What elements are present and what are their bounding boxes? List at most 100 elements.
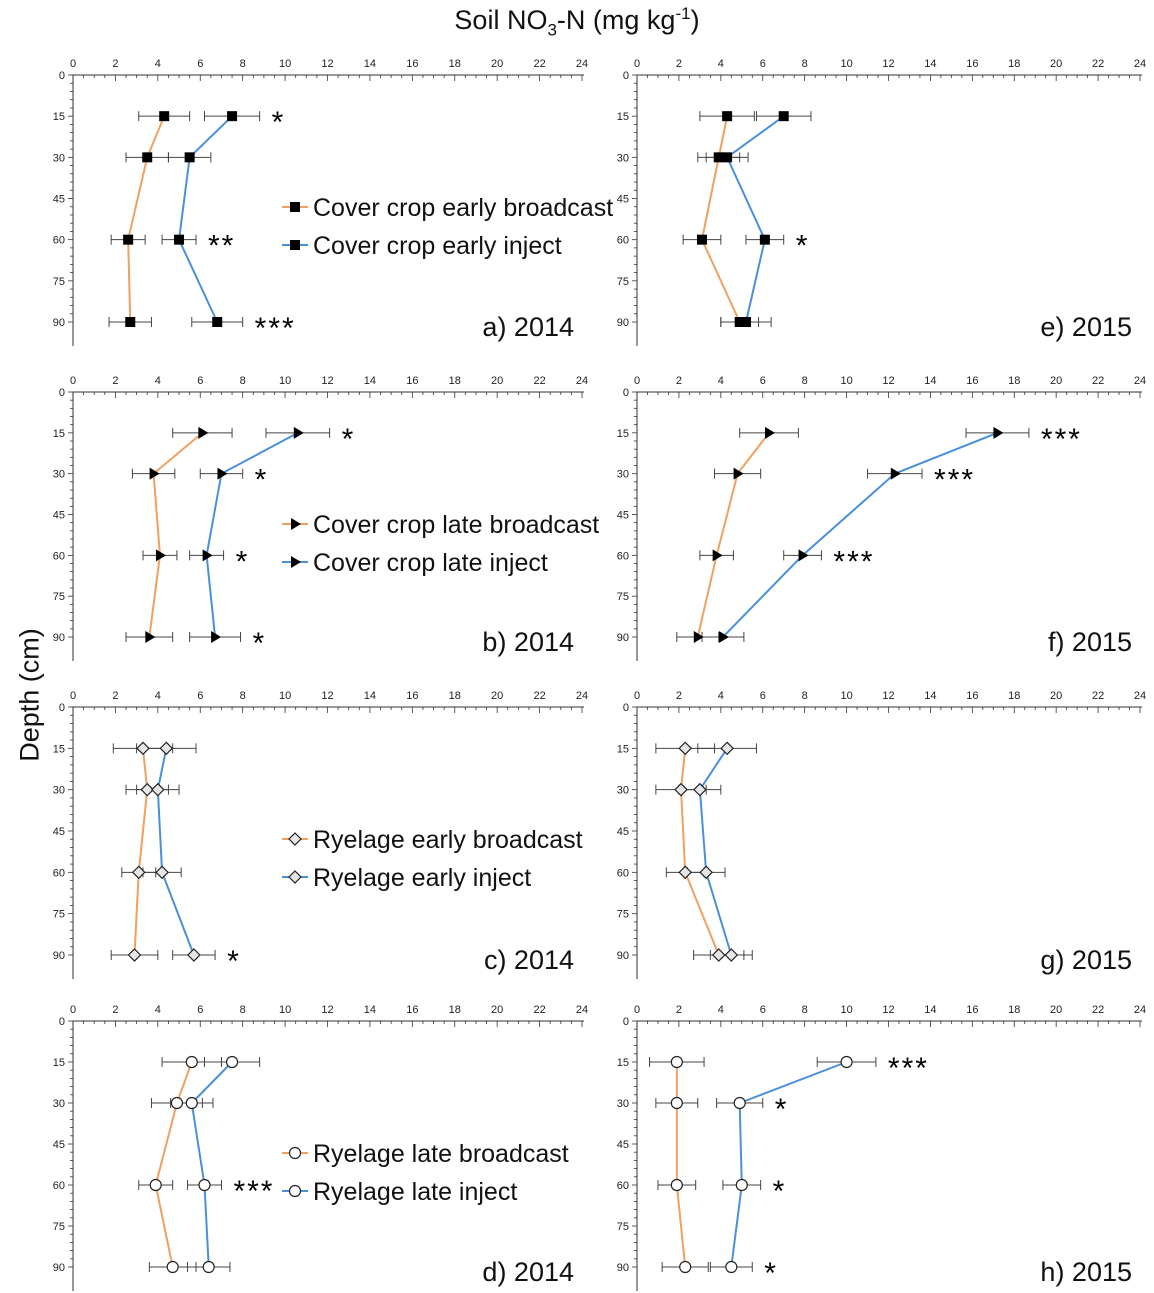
x-tick-label: 22 [533,375,545,387]
x-tick-label: 8 [240,375,246,387]
data-point-broadcast [722,111,733,122]
x-tick-label: 6 [760,1004,766,1016]
x-tick-label: 4 [718,690,724,702]
y-tick-label: 0 [59,702,65,714]
x-tick-label: 2 [676,690,682,702]
x-tick-label: 4 [718,1004,724,1016]
x-tick-label: 24 [576,375,588,387]
series-line-inject [190,1061,233,1268]
x-tick-label: 10 [279,690,291,702]
x-tick-label: 22 [533,58,545,70]
x-tick-label: 6 [197,1004,203,1016]
significance-label: *** [255,312,296,345]
x-tick-label: 12 [321,690,333,702]
y-tick-label: 0 [59,70,65,82]
x-tick-label: 24 [576,690,588,702]
data-point-broadcast [693,631,704,643]
x-tick-label: 12 [321,1004,333,1016]
data-point-broadcast [123,234,134,245]
y-tick-label: 30 [617,785,629,797]
x-tick-label: 18 [449,58,461,70]
y-tick-label: 30 [53,469,65,481]
significance-label: * [764,1257,778,1290]
data-point-broadcast [674,782,688,797]
x-tick-label: 2 [112,690,118,702]
data-point-inject [740,317,751,327]
x-tick-label: 14 [924,58,936,70]
panel-label: f) 2015 [1048,627,1132,657]
y-tick-label: 30 [53,152,65,164]
data-point-broadcast [145,631,156,643]
data-point-inject [217,467,228,480]
y-tick-label: 15 [617,743,629,755]
y-tick-label: 90 [53,317,65,329]
x-tick-label: 24 [1134,58,1146,70]
data-point-broadcast [765,426,776,439]
significance-label: *** [233,1175,274,1208]
x-tick-label: 14 [364,58,376,70]
x-tick-label: 12 [882,58,894,70]
x-tick-label: 22 [533,1004,545,1016]
series-line-inject [725,115,785,323]
x-tick-label: 0 [634,375,640,387]
y-tick-label: 15 [617,111,629,123]
y-tick-label: 60 [53,235,65,247]
data-point-inject [733,1096,746,1110]
y-tick-label: 30 [617,469,629,481]
x-tick-label: 2 [676,375,682,387]
x-tick-label: 4 [155,1004,161,1016]
x-tick-label: 14 [924,690,936,702]
y-tick-label: 60 [617,867,629,879]
x-tick-label: 6 [760,375,766,387]
data-point-broadcast [678,865,693,880]
x-tick-label: 16 [406,690,418,702]
y-tick-label: 90 [617,950,629,962]
legend-label: Ryelage late broadcast [313,1140,569,1168]
x-tick-label: 20 [491,1004,503,1016]
legend-swatch-marker [288,832,302,846]
x-tick-label: 18 [449,690,461,702]
y-tick-label: 90 [53,950,65,962]
data-point-broadcast [159,111,170,122]
x-tick-label: 12 [882,375,894,387]
legend-swatch-marker [291,518,301,530]
x-tick-label: 18 [1008,58,1020,70]
series-line-broadcast [148,432,204,638]
y-tick-label: 60 [53,867,65,879]
x-tick-label: 16 [966,58,978,70]
y-tick-label: 15 [53,428,65,440]
y-tick-label: 60 [617,550,629,562]
x-tick-label: 22 [1092,690,1104,702]
x-tick-label: 0 [70,58,76,70]
data-point-inject [211,631,222,643]
x-tick-label: 20 [1050,375,1062,387]
x-tick-label: 8 [802,375,808,387]
data-point-broadcast [166,1260,179,1274]
data-point-broadcast [713,152,724,163]
data-point-inject [198,1178,211,1192]
x-tick-label: 12 [321,375,333,387]
x-tick-label: 14 [924,1004,936,1016]
x-tick-label: 8 [240,58,246,70]
x-tick-label: 8 [802,1004,808,1016]
x-tick-label: 10 [279,58,291,70]
y-tick-label: 90 [53,632,65,644]
data-point-inject [185,1096,198,1110]
significance-label: * [253,627,267,660]
panel-d: 0 2 4 6 8 10 12 14 16 18 20 22 240153045607590***Rye… [53,1004,588,1291]
x-tick-label: 22 [533,690,545,702]
data-point-inject [840,1055,853,1069]
data-point-inject [759,234,770,245]
x-tick-label: 0 [70,1004,76,1016]
x-tick-label: 6 [760,58,766,70]
y-tick-label: 15 [53,743,65,755]
legend-swatch-marker [288,870,302,884]
panel-f: 0 2 4 6 8 10 12 14 16 18 20 22 240153045607590******… [617,375,1146,661]
legend-swatch-marker [288,1146,302,1160]
significance-label: * [796,230,810,263]
x-tick-label: 18 [449,1004,461,1016]
data-point-inject [725,1260,738,1274]
panel-label: g) 2015 [1040,945,1132,975]
y-tick-label: 15 [53,111,65,123]
